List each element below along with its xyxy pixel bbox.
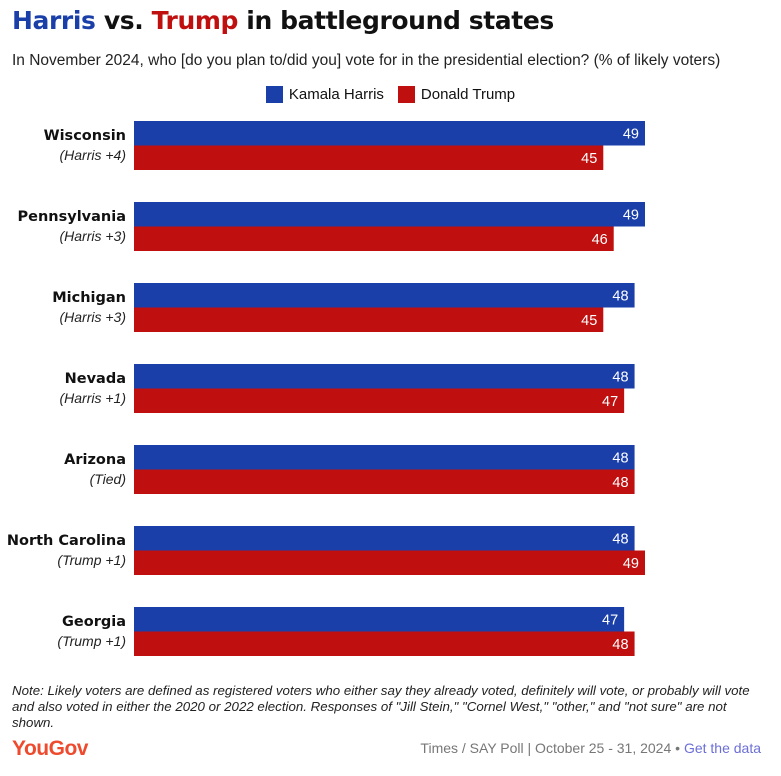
bar-harris xyxy=(134,202,645,227)
value-label-harris: 48 xyxy=(612,289,628,305)
value-label-trump: 45 xyxy=(581,313,597,329)
yougov-logo: YouGov xyxy=(12,737,88,760)
source-line: Times / SAY Poll | October 25 - 31, 2024… xyxy=(420,740,761,756)
bar-trump xyxy=(134,469,635,494)
bar-trump xyxy=(134,388,625,413)
bar-harris xyxy=(134,445,635,470)
state-label: Wisconsin xyxy=(44,128,126,144)
bar-trump xyxy=(134,550,645,575)
bar-chart: Wisconsin (Harris +4) 49 45 Pennsylvania (Har… xyxy=(7,121,645,656)
bar-trump xyxy=(134,226,614,251)
state-label: Arizona xyxy=(64,452,126,468)
margin-label: (Tied) xyxy=(90,471,126,487)
margin-label: (Harris +3) xyxy=(59,228,126,244)
value-label-trump: 48 xyxy=(612,475,628,491)
margin-label: (Harris +1) xyxy=(59,390,126,406)
footnote: Note: Likely voters are defined as regis… xyxy=(12,683,750,730)
margin-label: (Trump +1) xyxy=(57,552,126,568)
title-rest: in battleground states xyxy=(238,6,554,35)
value-label-trump: 46 xyxy=(592,232,608,248)
value-label-trump: 47 xyxy=(602,394,618,410)
legend-label-trump: Donald Trump xyxy=(420,86,516,103)
legend: Kamala Harris Donald Trump xyxy=(0,86,781,103)
chart-title: Harris vs. Trump in battleground states xyxy=(12,6,554,35)
state-label: Michigan xyxy=(52,290,126,306)
title-trump: Trump xyxy=(151,6,239,35)
value-label-harris: 47 xyxy=(602,613,618,629)
title-harris: Harris xyxy=(12,6,96,35)
legend-swatch-harris xyxy=(265,86,283,103)
chart-subtitle: In November 2024, who [do you plan to/di… xyxy=(12,52,721,69)
margin-label: (Harris +3) xyxy=(59,309,126,325)
bar-trump xyxy=(134,145,604,170)
bar-harris xyxy=(134,526,635,551)
value-label-harris: 48 xyxy=(612,451,628,467)
bar-trump xyxy=(134,631,635,656)
value-label-trump: 48 xyxy=(612,637,628,653)
legend-label-harris: Kamala Harris xyxy=(288,86,384,103)
get-the-data-link[interactable]: Get the data xyxy=(683,740,761,756)
value-label-trump: 49 xyxy=(623,556,639,572)
state-label: Pennsylvania xyxy=(18,209,126,225)
value-label-harris: 48 xyxy=(612,370,628,386)
bar-harris xyxy=(134,121,645,146)
bar-trump xyxy=(134,307,604,332)
value-label-harris: 49 xyxy=(623,208,639,224)
source-text: Times / SAY Poll | October 25 - 31, 2024… xyxy=(420,740,684,756)
legend-item-harris: Kamala Harris xyxy=(265,86,384,103)
state-label: Georgia xyxy=(62,614,126,630)
state-label: North Carolina xyxy=(7,533,126,549)
legend-item-trump: Donald Trump xyxy=(397,86,516,103)
title-vs: vs. xyxy=(95,6,152,35)
value-label-harris: 48 xyxy=(612,532,628,548)
bar-harris xyxy=(134,283,635,308)
bar-harris xyxy=(134,607,625,632)
value-label-trump: 45 xyxy=(581,151,597,167)
margin-label: (Trump +1) xyxy=(57,633,126,649)
value-label-harris: 49 xyxy=(623,127,639,143)
state-label: Nevada xyxy=(65,371,126,387)
bar-harris xyxy=(134,364,635,389)
margin-label: (Harris +4) xyxy=(59,147,126,163)
legend-swatch-trump xyxy=(397,86,415,103)
